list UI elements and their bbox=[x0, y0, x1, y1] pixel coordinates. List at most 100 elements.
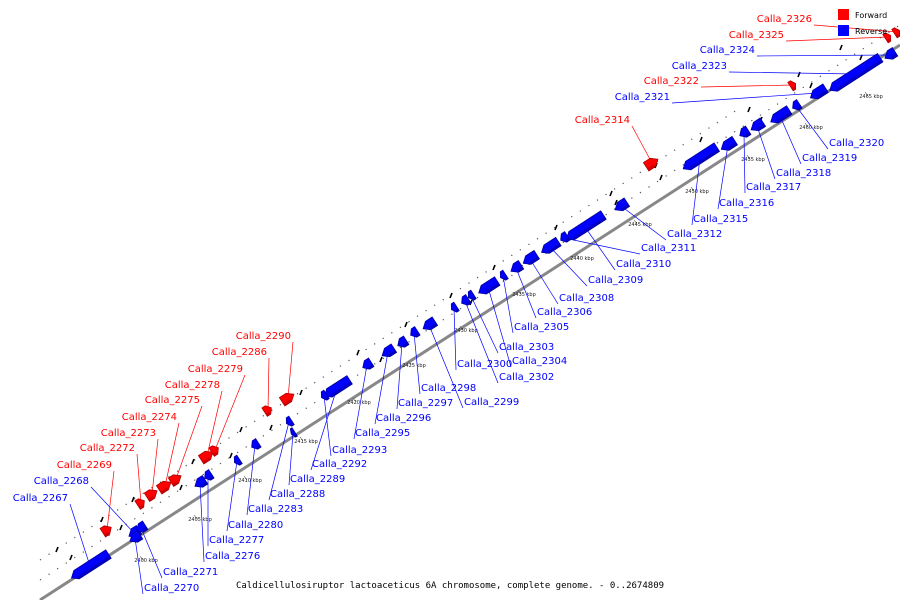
gene-label[interactable]: Calla_2268 bbox=[34, 476, 89, 487]
gene-label[interactable]: Calla_2308 bbox=[559, 293, 614, 304]
gene-label[interactable]: Calla_2297 bbox=[398, 398, 453, 409]
gene-label[interactable]: Calla_2316 bbox=[719, 198, 774, 209]
gene-arrow-calla-2275[interactable] bbox=[167, 472, 184, 488]
gene-arrow-calla-2296[interactable] bbox=[379, 343, 398, 360]
gene-label[interactable]: Calla_2309 bbox=[588, 275, 643, 286]
gene-label[interactable]: Calla_2302 bbox=[499, 372, 554, 383]
gene-arrow-calla-2269[interactable] bbox=[99, 523, 114, 538]
gene-label[interactable]: Calla_2300 bbox=[457, 359, 512, 370]
gene-label[interactable]: Calla_2295 bbox=[355, 428, 410, 439]
gene-arrow-calla-2324[interactable] bbox=[882, 46, 899, 63]
gene-label[interactable]: Calla_2292 bbox=[312, 459, 367, 470]
gene-arrow-calla-2273[interactable] bbox=[143, 487, 160, 503]
gene-arrow-calla-2320[interactable] bbox=[790, 99, 803, 113]
gene-arrow-calla-2280[interactable] bbox=[232, 454, 243, 467]
gene-label[interactable]: Calla_2322 bbox=[644, 76, 699, 87]
gene-arrow-calla-2290[interactable] bbox=[278, 390, 296, 407]
gene-arrow-calla-2321[interactable] bbox=[808, 83, 829, 102]
gene-arrow-calla-2325[interactable] bbox=[882, 31, 893, 44]
gene-label[interactable]: Calla_2280 bbox=[228, 520, 283, 531]
gene-label[interactable]: Calla_2278 bbox=[165, 380, 220, 391]
gene-label[interactable]: Calla_2293 bbox=[332, 445, 387, 456]
gene-arrow-calla-2317[interactable] bbox=[737, 125, 752, 140]
gene-arrow-calla-2312[interactable] bbox=[612, 197, 631, 214]
gene-label[interactable]: Calla_2269 bbox=[57, 460, 112, 471]
gene-label[interactable]: Calla_2288 bbox=[270, 489, 325, 500]
gene-arrow-calla-2270[interactable] bbox=[127, 529, 144, 546]
gene-arrow-calla-2295[interactable] bbox=[360, 357, 375, 372]
gene-arrow-calla-2297[interactable] bbox=[395, 335, 410, 350]
gene-label[interactable]: Calla_2311 bbox=[641, 243, 696, 254]
gene-label[interactable]: Calla_2312 bbox=[667, 229, 722, 240]
gene-label[interactable]: Calla_2306 bbox=[537, 307, 592, 318]
gene-arrow-calla-2303[interactable] bbox=[466, 289, 477, 302]
gene-arrow-calla-2299[interactable] bbox=[420, 316, 439, 333]
gene-label[interactable]: Calla_2310 bbox=[616, 259, 671, 270]
gene-label[interactable]: Calla_2290 bbox=[236, 331, 291, 342]
gene-arrow-calla-2316[interactable] bbox=[719, 135, 738, 153]
gene-arrow-calla-2302[interactable] bbox=[459, 294, 472, 308]
gene-label[interactable]: Calla_2320 bbox=[829, 138, 884, 149]
gene-arrow-calla-2272[interactable] bbox=[134, 497, 147, 510]
gene-label[interactable]: Calla_2314 bbox=[575, 115, 630, 126]
gene-arrow-calla-2277[interactable] bbox=[202, 469, 215, 483]
gene-label[interactable]: Calla_2303 bbox=[499, 342, 554, 353]
gene-label[interactable]: Calla_2324 bbox=[700, 45, 755, 56]
kbp-labels: 2400 kbp 2405 kbp 2410 kbp 2415 kbp 2420 kbp… bbox=[134, 91, 883, 564]
gene-label[interactable]: Calla_2283 bbox=[248, 504, 303, 515]
gene-arrow-calla-2276[interactable] bbox=[192, 474, 209, 491]
gene-label[interactable]: Calla_2323 bbox=[672, 61, 727, 72]
gene-label[interactable]: Calla_2286 bbox=[212, 347, 267, 358]
gene-arrow-calla-2311[interactable] bbox=[558, 231, 571, 245]
gene-label[interactable]: Calla_2270 bbox=[144, 583, 199, 594]
gene-arrow-calla-2278[interactable] bbox=[197, 448, 215, 465]
gene-label[interactable]: Calla_2273 bbox=[101, 428, 156, 439]
gene-label[interactable]: Calla_2298 bbox=[421, 383, 476, 394]
gene-arrow-calla-2322[interactable] bbox=[787, 79, 798, 92]
gene-arrow-calla-2315[interactable] bbox=[680, 142, 721, 173]
gene-arrow-calla-2293[interactable] bbox=[319, 389, 330, 402]
gene-arrow-calla-2289[interactable] bbox=[289, 427, 298, 439]
gene-arrow-calla-2274[interactable] bbox=[155, 478, 173, 495]
gene-arrow-calla-2279[interactable] bbox=[208, 444, 221, 457]
gene-label[interactable]: Calla_2272 bbox=[80, 443, 135, 454]
gene-arrow-calla-2300[interactable] bbox=[449, 301, 460, 314]
gene-arrow-calla-2271[interactable] bbox=[134, 520, 149, 535]
gene-arrow-calla-2314[interactable] bbox=[642, 155, 660, 172]
gene-arrow-calla-2309[interactable] bbox=[539, 236, 562, 256]
gene-label[interactable]: Calla_2326 bbox=[757, 14, 812, 25]
gene-label[interactable]: Calla_2277 bbox=[209, 535, 264, 546]
gene-arrow-calla-2267[interactable] bbox=[69, 549, 112, 582]
gene-arrow-calla-2288[interactable] bbox=[284, 415, 295, 428]
gene-label[interactable]: Calla_2289 bbox=[290, 474, 345, 485]
gene-arrow-calla-2283[interactable] bbox=[249, 438, 262, 452]
gene-arrow-calla-2319[interactable] bbox=[768, 105, 793, 126]
gene-label[interactable]: Calla_2271 bbox=[163, 567, 218, 578]
gene-label[interactable]: Calla_2276 bbox=[205, 551, 260, 562]
gene-arrow-calla-2318[interactable] bbox=[748, 117, 767, 134]
gene-arrow-calla-2308[interactable] bbox=[521, 249, 540, 267]
gene-arrow-calla-2305[interactable] bbox=[498, 269, 509, 282]
gene-label[interactable]: Calla_2317 bbox=[746, 182, 801, 193]
gene-label[interactable]: Calla_2267 bbox=[13, 493, 68, 504]
gene-shade bbox=[212, 451, 218, 457]
gene-label[interactable]: Calla_2315 bbox=[693, 214, 748, 225]
gene-arrow-calla-2286[interactable] bbox=[261, 404, 274, 417]
gene-label[interactable]: Calla_2305 bbox=[514, 322, 569, 333]
gene-label[interactable]: Calla_2296 bbox=[376, 413, 431, 424]
gene-arrow-calla-2323[interactable] bbox=[827, 52, 884, 95]
gene-label[interactable]: Calla_2274 bbox=[122, 412, 177, 423]
gene-arrow-calla-2304[interactable] bbox=[476, 276, 501, 297]
gene-label[interactable]: Calla_2318 bbox=[776, 168, 831, 179]
gene-label[interactable]: Calla_2275 bbox=[145, 395, 200, 406]
gene-label[interactable]: Calla_2319 bbox=[802, 153, 857, 164]
gene-arrow-calla-2298[interactable] bbox=[408, 326, 421, 340]
gene-arrow-calla-2306[interactable] bbox=[508, 259, 525, 276]
gene-label[interactable]: Calla_2304 bbox=[512, 356, 567, 367]
gene-label[interactable]: Calla_2325 bbox=[729, 30, 784, 41]
gene-label[interactable]: Calla_2299 bbox=[464, 397, 519, 408]
gene-label[interactable]: Calla_2279 bbox=[188, 364, 243, 375]
gene-arrow-calla-2310[interactable] bbox=[564, 210, 607, 243]
gene-arrow-calla-2326[interactable] bbox=[891, 26, 900, 39]
gene-label[interactable]: Calla_2321 bbox=[615, 92, 670, 103]
